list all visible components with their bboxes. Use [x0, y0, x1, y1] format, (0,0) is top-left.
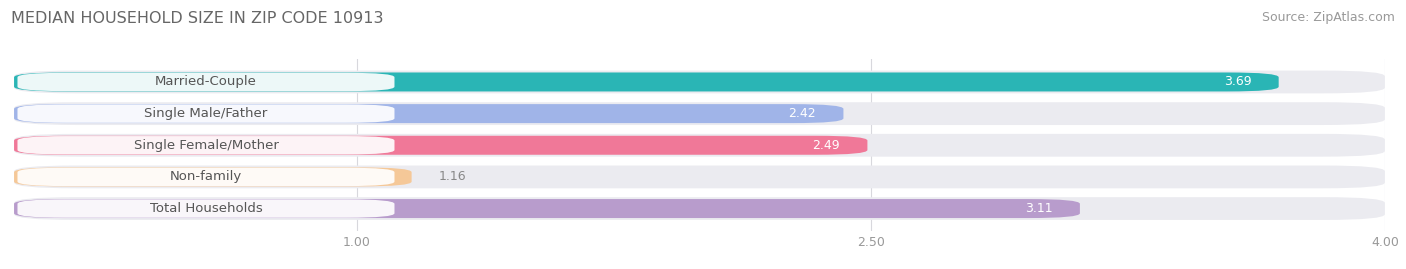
- Text: 3.11: 3.11: [1025, 202, 1053, 215]
- Text: MEDIAN HOUSEHOLD SIZE IN ZIP CODE 10913: MEDIAN HOUSEHOLD SIZE IN ZIP CODE 10913: [11, 11, 384, 26]
- FancyBboxPatch shape: [14, 167, 412, 186]
- Text: Non-family: Non-family: [170, 170, 242, 183]
- Text: 2.42: 2.42: [789, 107, 815, 120]
- FancyBboxPatch shape: [17, 199, 395, 218]
- Text: Single Female/Mother: Single Female/Mother: [134, 139, 278, 152]
- FancyBboxPatch shape: [14, 72, 1278, 91]
- FancyBboxPatch shape: [17, 168, 395, 186]
- Text: Total Households: Total Households: [149, 202, 263, 215]
- FancyBboxPatch shape: [14, 199, 1080, 218]
- FancyBboxPatch shape: [14, 104, 844, 123]
- Text: 1.16: 1.16: [439, 170, 467, 183]
- FancyBboxPatch shape: [17, 73, 395, 91]
- Text: 2.49: 2.49: [813, 139, 839, 152]
- Text: 3.69: 3.69: [1223, 76, 1251, 89]
- FancyBboxPatch shape: [17, 136, 395, 154]
- FancyBboxPatch shape: [14, 70, 1385, 93]
- FancyBboxPatch shape: [14, 165, 1385, 188]
- FancyBboxPatch shape: [14, 136, 868, 155]
- FancyBboxPatch shape: [14, 102, 1385, 125]
- FancyBboxPatch shape: [14, 197, 1385, 220]
- Text: Married-Couple: Married-Couple: [155, 76, 257, 89]
- FancyBboxPatch shape: [14, 134, 1385, 157]
- Text: Source: ZipAtlas.com: Source: ZipAtlas.com: [1261, 11, 1395, 24]
- Text: Single Male/Father: Single Male/Father: [145, 107, 267, 120]
- FancyBboxPatch shape: [17, 104, 395, 123]
